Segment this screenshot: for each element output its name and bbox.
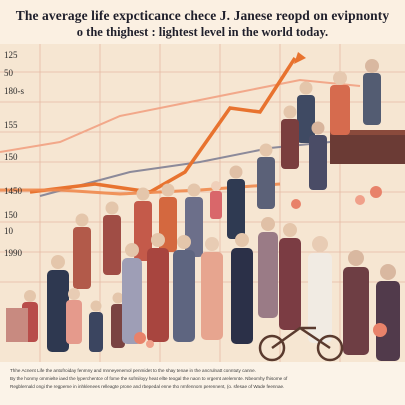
- footer-line-2: By the honmy ommielte iaed the lyperchen…: [10, 376, 288, 381]
- y-tick: 1450: [4, 186, 22, 196]
- footer-line-1: Thhe Acnent Life the antofroiday fenmny …: [10, 368, 256, 373]
- y-tick: 150: [4, 152, 18, 162]
- y-tick: 10: [4, 226, 13, 236]
- y-tick: 125: [4, 50, 18, 60]
- title-banner: The average life expcticance chece J. Ja…: [0, 0, 405, 44]
- lower-orange-band: [0, 182, 281, 196]
- balcony: [330, 134, 405, 164]
- y-tick: 150: [4, 210, 18, 220]
- illustration-svg: [0, 44, 405, 364]
- y-tick: 1990: [4, 248, 22, 258]
- illustration-area: 125 50 180-s 155 150 1450 150 10 1990: [0, 44, 405, 364]
- title-line-2: o the thighest : lightest level in the w…: [76, 25, 329, 39]
- trend-arrow-head: [294, 52, 306, 64]
- footer-caption: Thhe Acnent Life the antofroiday fenmny …: [0, 362, 405, 405]
- footer-line-3: Regblernald ongi the regpeme in inhklene…: [10, 384, 285, 389]
- y-tick: 155: [4, 120, 18, 130]
- salmon-trend-line: [0, 78, 361, 153]
- y-tick: 50: [4, 68, 13, 78]
- title-line-1: The average life expcticance chece J. Ja…: [15, 8, 390, 23]
- orange-trend-line: [29, 57, 297, 194]
- y-tick: 180-s: [4, 86, 24, 96]
- crowd-figures: [6, 59, 400, 362]
